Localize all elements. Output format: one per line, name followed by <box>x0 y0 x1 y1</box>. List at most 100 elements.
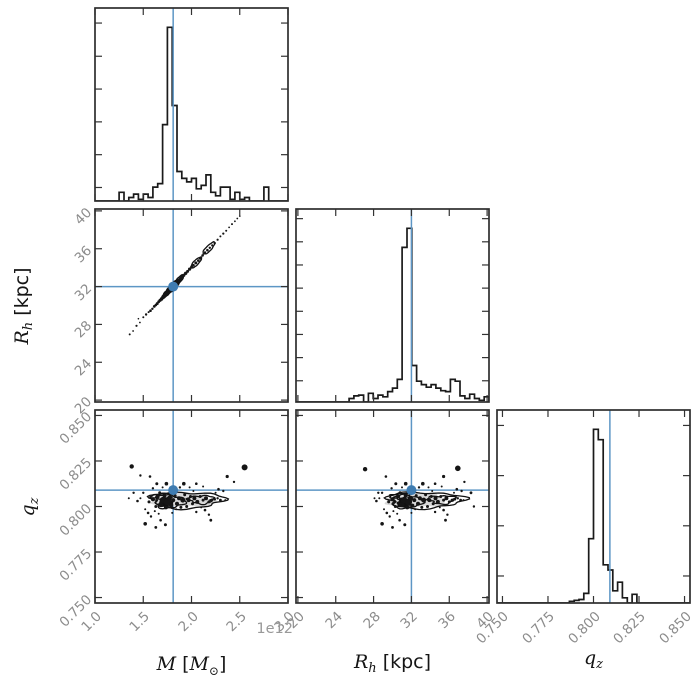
scatter-point <box>228 226 231 229</box>
scatter-point <box>224 499 227 502</box>
scatter-point <box>188 486 191 489</box>
scatter-point <box>424 493 428 497</box>
scatter-point <box>190 265 193 269</box>
panel-hist-M <box>94 7 289 202</box>
scatter-point <box>201 254 204 257</box>
scatter-point <box>416 501 420 506</box>
scatter-point <box>393 505 397 508</box>
scatter-point <box>217 487 220 491</box>
scatter-point <box>398 518 401 522</box>
scatter-point <box>175 501 179 506</box>
scatter-point <box>216 238 219 241</box>
scatter-point <box>414 494 418 498</box>
scatter-point <box>166 495 172 501</box>
scatter-point <box>142 316 145 319</box>
scatter-point <box>207 500 211 504</box>
scatter-point <box>403 481 408 486</box>
scatter-point <box>132 330 135 332</box>
axis-offset-label-1e12: 1e12 <box>256 621 293 637</box>
scatter-point <box>408 495 413 501</box>
scatter-point <box>446 513 449 516</box>
scatter-point <box>231 223 233 226</box>
scatter-point <box>146 511 150 515</box>
scatter-point <box>155 494 160 499</box>
scatter-point <box>183 493 187 497</box>
scatter-point <box>132 491 135 494</box>
scatter-point <box>213 241 216 245</box>
scatter-point <box>149 515 153 518</box>
scatter-point <box>139 497 142 500</box>
scatter-point <box>388 515 391 518</box>
scatter-point <box>197 259 200 262</box>
scatter-point <box>421 481 425 486</box>
scatter-point <box>204 496 208 501</box>
scatter-point <box>403 523 407 527</box>
scatter-point <box>158 502 164 508</box>
scatter-point <box>210 498 214 502</box>
scatter-point <box>200 506 203 509</box>
scatter-point <box>234 220 236 223</box>
scatter-point <box>426 505 429 508</box>
scatter-point <box>155 482 159 486</box>
scatter-point <box>151 487 155 490</box>
scatter-point <box>219 235 222 238</box>
scatter-point <box>463 480 466 484</box>
scatter-point <box>222 489 225 493</box>
scatter-point <box>384 475 388 478</box>
scatter-point <box>154 505 158 508</box>
scatter-point <box>211 244 214 247</box>
scatter-point <box>420 505 424 509</box>
scatter-point <box>208 246 211 249</box>
scatter-point <box>139 321 141 324</box>
scatter-point <box>157 512 160 515</box>
scatter-point <box>191 502 194 506</box>
scatter-point <box>127 497 130 500</box>
scatter-point <box>198 256 202 260</box>
scatter-point <box>185 505 189 508</box>
histogram-curve-qz <box>497 428 690 603</box>
scatter-point <box>219 498 222 502</box>
panel-hist-Rh <box>295 208 490 403</box>
scatter-point <box>139 474 142 477</box>
scatter-point <box>433 482 437 486</box>
scatter-point <box>399 502 405 508</box>
scatter-point <box>450 498 454 502</box>
scatter-point <box>378 497 381 500</box>
scatter-point <box>201 498 205 502</box>
scatter-point <box>179 505 183 509</box>
scatter-point <box>455 465 461 472</box>
scatter-point <box>136 499 139 503</box>
scatter-point <box>163 505 168 510</box>
scatter-point <box>391 526 394 529</box>
scatter-point <box>142 491 145 494</box>
scatter-point <box>390 487 393 490</box>
scatter-point <box>421 497 427 503</box>
panel-scatter-M-Rh <box>94 208 289 403</box>
contour-line <box>383 491 471 511</box>
scatter-point <box>171 498 176 503</box>
scatter-point <box>396 512 399 515</box>
scatter-point <box>159 518 162 522</box>
scatter-point <box>447 500 451 504</box>
scatter-point <box>158 491 162 495</box>
scatter-point <box>192 496 197 501</box>
panel-frame-hist-qz <box>496 409 691 604</box>
scatter-point <box>427 486 430 489</box>
scatter-point <box>410 511 413 514</box>
scatter-point <box>150 497 155 502</box>
contour-line <box>202 241 216 255</box>
scatter-point <box>417 496 422 501</box>
scatter-point <box>186 498 191 503</box>
scatter-point <box>161 486 164 489</box>
scatter-point <box>213 497 216 501</box>
x-axis-label-M: M [M⊙] <box>156 653 227 678</box>
scatter-point <box>175 508 178 511</box>
scatter-point <box>405 505 410 510</box>
scatter-point <box>444 518 447 522</box>
y-axis-label-qz: qz <box>17 496 42 517</box>
scatter-point <box>188 267 192 271</box>
panel-frame-hist-Rh <box>295 208 490 403</box>
scatter-point <box>195 499 200 504</box>
scatter-point <box>392 510 395 513</box>
